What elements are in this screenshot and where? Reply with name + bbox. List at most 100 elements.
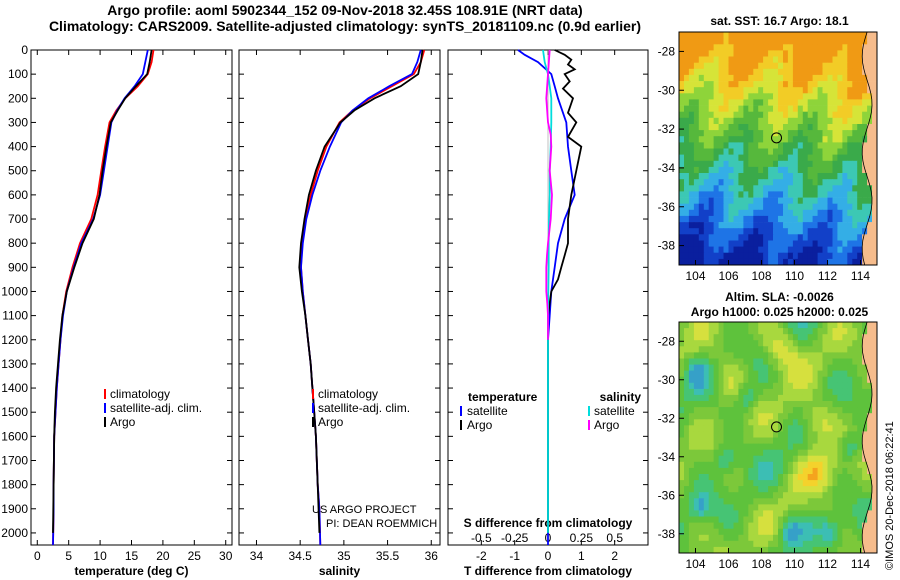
map-cell [718, 246, 724, 254]
x-tick-label: -2 [476, 549, 487, 563]
map-cell [684, 99, 690, 106]
map-cell [743, 56, 749, 63]
map-cell [807, 510, 814, 517]
map-cell [867, 185, 873, 192]
map-cell [698, 352, 705, 359]
map-cell [718, 209, 724, 217]
map-cell [693, 540, 700, 548]
map-cell [837, 480, 843, 487]
map-cell [862, 474, 868, 481]
map-cell [827, 388, 833, 396]
map-cell [679, 486, 685, 493]
map-cell [842, 376, 848, 384]
map-cell [743, 142, 749, 149]
map-cell [698, 74, 705, 82]
map-cell [728, 124, 734, 131]
map-cell [703, 117, 710, 125]
map-cell [847, 340, 853, 347]
map-cell [827, 510, 833, 517]
map-cell [758, 44, 764, 51]
map-cell [872, 443, 878, 451]
map-cell [679, 546, 685, 554]
map-cell [713, 50, 719, 57]
map-cell [812, 179, 818, 186]
map-cell [773, 510, 779, 517]
map-cell [713, 191, 719, 198]
map-cell [738, 185, 744, 192]
map-cell [802, 510, 809, 517]
map-cell [688, 117, 695, 125]
map-cell [802, 203, 809, 211]
map-cell [807, 142, 814, 149]
map-cell [857, 449, 863, 457]
map-cell [802, 334, 809, 341]
map-cell [713, 142, 719, 149]
map-cell [763, 222, 769, 229]
map-cell [713, 376, 719, 384]
map-cell [872, 62, 878, 70]
map-cell [768, 498, 774, 505]
map-cell [822, 467, 828, 475]
map-cell [768, 197, 774, 205]
map-cell [787, 124, 794, 131]
map-cell [763, 358, 769, 365]
map-cell [832, 352, 838, 359]
map-cell [708, 546, 715, 554]
map-cell [728, 443, 734, 451]
map-cell [783, 258, 789, 266]
map-cell [698, 346, 705, 353]
map-cell [822, 148, 828, 155]
map-cell [773, 38, 779, 45]
map-cell [812, 93, 818, 100]
map-cell [783, 382, 789, 390]
map-cell [822, 142, 828, 149]
map-cell [728, 498, 734, 505]
map-cell [679, 352, 685, 359]
map-cell [783, 130, 789, 137]
map-cell [753, 160, 759, 168]
map-cell [822, 461, 828, 469]
map-cell [872, 492, 878, 499]
map-cell [773, 425, 779, 432]
map-cell [753, 74, 759, 82]
map-cell [867, 117, 873, 125]
map-cell [713, 382, 719, 390]
map-cell [684, 516, 690, 523]
map-cell [832, 173, 838, 180]
map-cell [832, 492, 838, 499]
map-cell [718, 130, 724, 137]
map-cell [847, 516, 853, 523]
map-cell [807, 44, 814, 51]
map-cell [822, 74, 828, 82]
map-cell [713, 209, 719, 217]
map-cell [688, 252, 695, 260]
map-cell [679, 388, 685, 396]
map-cell [802, 252, 809, 260]
map-cell [847, 209, 853, 217]
map-cell [684, 215, 690, 223]
map-cell [847, 215, 853, 223]
map-cell [792, 486, 799, 493]
map-cell [698, 252, 705, 260]
map-cell [748, 44, 754, 51]
map-cell [684, 142, 690, 149]
map-cell [862, 173, 868, 180]
map-cell [812, 431, 818, 438]
map-cell [733, 364, 739, 372]
map-cell [758, 328, 764, 335]
map-cell [872, 376, 878, 384]
map-cell [728, 173, 734, 180]
map-cell [738, 154, 744, 162]
map-cell [792, 74, 799, 82]
map-cell [802, 209, 809, 217]
map-cell [832, 203, 838, 211]
map-cell [773, 419, 779, 426]
map-cell [703, 510, 710, 517]
map-cell [807, 340, 814, 347]
map-cell [763, 136, 769, 143]
map-cell [753, 38, 759, 45]
map-cell [763, 228, 769, 235]
map-cell [837, 74, 843, 82]
map-cell [817, 179, 823, 186]
map-cell [773, 413, 779, 420]
